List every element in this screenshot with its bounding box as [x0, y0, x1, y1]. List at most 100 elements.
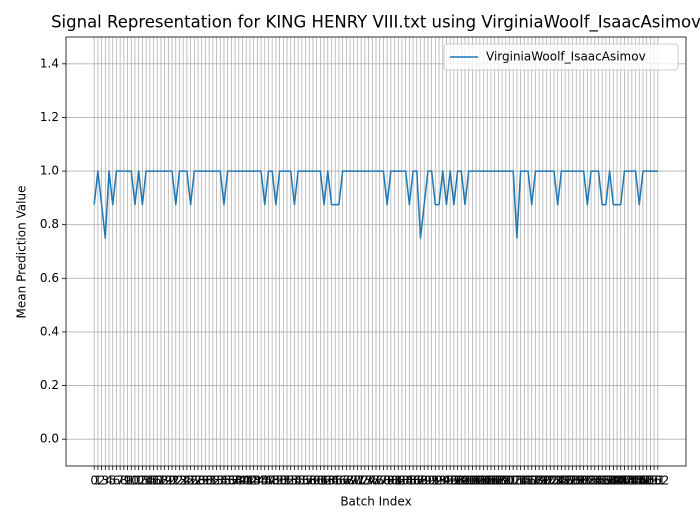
- y-tick-label: 0.6: [40, 271, 59, 285]
- x-tick-label: 14: [138, 474, 153, 488]
- x-tick-label: 75: [365, 474, 380, 488]
- x-tick-label: 108: [483, 474, 506, 488]
- x-tick-label: 96: [443, 474, 458, 488]
- x-tick-label: 129: [561, 474, 584, 488]
- x-tick-label: 36: [220, 474, 235, 488]
- x-tick-label: 12: [131, 474, 146, 488]
- x-tick-label: 1: [94, 474, 102, 488]
- x-tick-label: 103: [465, 474, 488, 488]
- x-tick-label: 42: [242, 474, 257, 488]
- x-tick-label: 49: [268, 474, 283, 488]
- x-tick-label: 56: [294, 474, 309, 488]
- x-tick-label: 21: [164, 474, 179, 488]
- x-tick-label: 13: [135, 474, 150, 488]
- x-tick-label: 132: [572, 474, 595, 488]
- x-tick-label: 25: [179, 474, 194, 488]
- x-tick-label: 91: [424, 474, 439, 488]
- x-tick-label: 107: [479, 474, 502, 488]
- x-tick-label: 7: [116, 474, 124, 488]
- x-tick-label: 94: [435, 474, 450, 488]
- x-tick-label: 48: [265, 474, 280, 488]
- y-tick-label: 0.0: [40, 432, 59, 446]
- x-tick-label: 134: [580, 474, 603, 488]
- x-tick-label: 130: [565, 474, 588, 488]
- x-tick-label: 9: [124, 474, 132, 488]
- x-tick-label: 2: [98, 474, 106, 488]
- x-tick-label: 115: [509, 474, 532, 488]
- x-tick-label: 112: [498, 474, 521, 488]
- x-tick-label: 19: [157, 474, 172, 488]
- x-tick-label: 110: [491, 474, 514, 488]
- x-tick-label: 121: [531, 474, 554, 488]
- x-tick-label: 136: [587, 474, 610, 488]
- x-tick-label: 58: [302, 474, 317, 488]
- x-tick-label: 61: [313, 474, 328, 488]
- x-tick-label: 84: [398, 474, 413, 488]
- x-tick-label: 148: [632, 474, 655, 488]
- x-tick-label: 69: [342, 474, 357, 488]
- x-tick-label: 65: [328, 474, 343, 488]
- x-tick-label: 118: [520, 474, 543, 488]
- y-tick-label: 0.2: [40, 378, 59, 392]
- x-tick-label: 95: [439, 474, 454, 488]
- x-tick-label: 149: [635, 474, 658, 488]
- x-tick-label: 90: [420, 474, 435, 488]
- x-tick-label: 18: [153, 474, 168, 488]
- x-tick-label: 40: [235, 474, 250, 488]
- x-tick-label: 78: [376, 474, 391, 488]
- y-axis-label: Mean Prediction Value: [15, 186, 29, 319]
- x-tick-label: 93: [431, 474, 446, 488]
- x-tick-label: 109: [487, 474, 510, 488]
- x-tick-label: 41: [239, 474, 254, 488]
- x-tick-label: 146: [624, 474, 647, 488]
- x-tick-label: 137: [591, 474, 614, 488]
- x-tick-label: 142: [609, 474, 632, 488]
- x-tick-label: 101: [457, 474, 480, 488]
- x-tick-label: 53: [283, 474, 298, 488]
- x-tick-label: 85: [402, 474, 417, 488]
- x-tick-label: 89: [417, 474, 432, 488]
- x-tick-label: 47: [261, 474, 276, 488]
- x-tick-label: 27: [187, 474, 202, 488]
- x-tick-label: 44: [250, 474, 265, 488]
- x-tick-label: 99: [454, 474, 469, 488]
- x-tick-label: 126: [550, 474, 573, 488]
- x-tick-label: 70: [346, 474, 361, 488]
- x-tick-label: 68: [339, 474, 354, 488]
- x-tick-label: 145: [620, 474, 643, 488]
- x-tick-label: 35: [216, 474, 231, 488]
- x-tick-label: 113: [502, 474, 525, 488]
- x-tick-label: 71: [350, 474, 365, 488]
- x-tick-label: 123: [539, 474, 562, 488]
- x-tick-label: 106: [476, 474, 499, 488]
- x-tick-label: 111: [494, 474, 517, 488]
- x-tick-label: 15: [142, 474, 157, 488]
- x-tick-label: 102: [461, 474, 484, 488]
- x-tick-label: 30: [198, 474, 213, 488]
- x-tick-label: 97: [446, 474, 461, 488]
- x-tick-label: 82: [391, 474, 406, 488]
- x-tick-label: 117: [517, 474, 540, 488]
- x-tick-label: 87: [409, 474, 424, 488]
- x-tick-label: 0: [90, 474, 98, 488]
- x-tick-label: 51: [276, 474, 291, 488]
- x-tick-label: 77: [372, 474, 387, 488]
- x-tick-label: 116: [513, 474, 536, 488]
- x-tick-label: 29: [194, 474, 209, 488]
- x-tick-label: 46: [257, 474, 272, 488]
- x-tick-label: 138: [594, 474, 617, 488]
- x-tick-label: 37: [224, 474, 239, 488]
- x-tick-label: 67: [335, 474, 350, 488]
- x-tick-label: 43: [246, 474, 261, 488]
- x-tick-label: 141: [606, 474, 629, 488]
- x-tick-label: 92: [428, 474, 443, 488]
- x-tick-label: 60: [309, 474, 324, 488]
- x-tick-label: 98: [450, 474, 465, 488]
- legend-box: [443, 43, 679, 71]
- x-tick-label: 20: [161, 474, 176, 488]
- plot-frame: [65, 36, 687, 467]
- x-tick-label: 57: [298, 474, 313, 488]
- x-tick-label: 5: [109, 474, 117, 488]
- x-tick-label: 16: [146, 474, 161, 488]
